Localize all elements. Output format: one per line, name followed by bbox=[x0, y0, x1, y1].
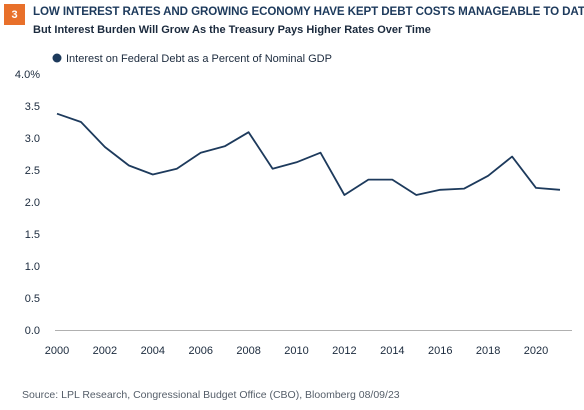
x-tick-label: 2006 bbox=[188, 345, 212, 357]
y-tick-label: 0.5 bbox=[25, 293, 40, 305]
chart-title: LOW INTEREST RATES AND GROWING ECONOMY H… bbox=[33, 5, 584, 18]
x-tick-label: 2018 bbox=[476, 345, 500, 357]
chart-subtitle: But Interest Burden Will Grow As the Tre… bbox=[33, 24, 431, 36]
y-tick-label: 3.0 bbox=[25, 133, 40, 145]
line-chart: Interest on Federal Debt as a Percent of… bbox=[15, 53, 572, 357]
chart-header: 3 LOW INTEREST RATES AND GROWING ECONOMY… bbox=[0, 0, 584, 44]
legend-marker bbox=[52, 53, 62, 63]
source-note: Source: LPL Research, Congressional Budg… bbox=[22, 389, 400, 401]
y-tick-label: 1.5 bbox=[25, 229, 40, 241]
x-tick-label: 2014 bbox=[380, 345, 404, 357]
y-tick-label: 2.5 bbox=[25, 165, 40, 177]
x-axis: 2000 2002 2004 2006 2008 2010 2012 2014 2016 2018… bbox=[45, 345, 549, 357]
x-tick-label: 2004 bbox=[141, 345, 165, 357]
y-tick-label: 2.0 bbox=[25, 197, 40, 209]
y-tick-label: 3.5 bbox=[25, 101, 40, 113]
x-tick-label: 2016 bbox=[428, 345, 452, 357]
x-tick-label: 2008 bbox=[236, 345, 260, 357]
x-tick-label: 2010 bbox=[284, 345, 308, 357]
figure-number-badge: 3 bbox=[4, 4, 25, 25]
y-tick-label: 4.0% bbox=[15, 69, 40, 81]
legend: Interest on Federal Debt as a Percent of… bbox=[52, 53, 332, 65]
series-line bbox=[56, 112, 561, 196]
y-tick-label: 0.0 bbox=[25, 325, 40, 337]
y-tick-label: 1.0 bbox=[25, 261, 40, 273]
x-tick-label: 2002 bbox=[93, 345, 117, 357]
legend-label: Interest on Federal Debt as a Percent of… bbox=[66, 53, 332, 65]
x-tick-label: 2012 bbox=[332, 345, 356, 357]
x-tick-label: 2020 bbox=[524, 345, 548, 357]
x-tick-label: 2000 bbox=[45, 345, 69, 357]
y-axis: 0.0 0.5 1.0 1.5 2.0 2.5 3.0 3.5 4.0% bbox=[15, 69, 40, 337]
